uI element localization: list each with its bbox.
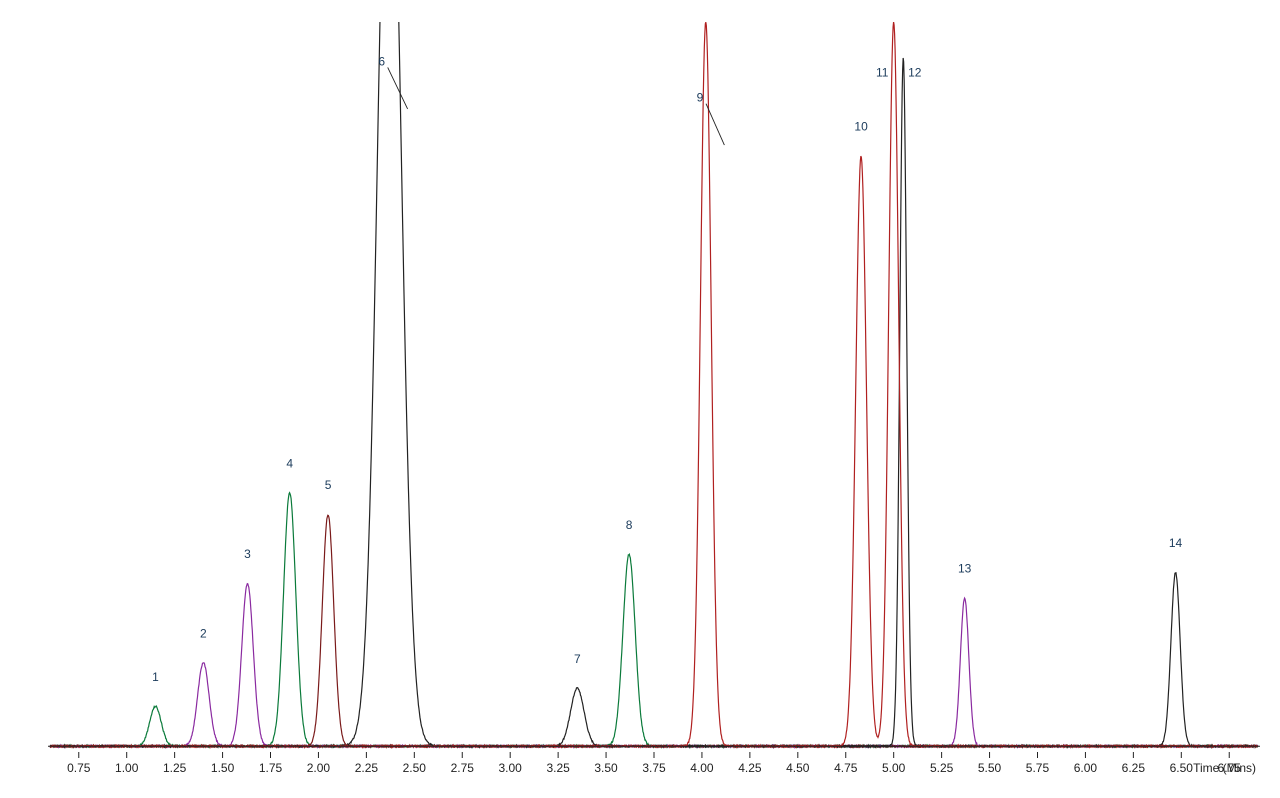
x-tick-label: 1.00 [115, 761, 139, 775]
x-tick-label: 5.25 [930, 761, 954, 775]
x-tick-label: 2.50 [403, 761, 427, 775]
peak-label-1: 1 [152, 670, 159, 684]
peak-label-12: 12 [908, 65, 922, 79]
x-tick-label: 6.50 [1170, 761, 1194, 775]
x-tick-label: 2.00 [307, 761, 331, 775]
x-tick-label: 2.75 [451, 761, 475, 775]
x-tick-label: 0.75 [67, 761, 91, 775]
chromatogram-chart: 0.75 1.00 1.25 1.50 1.75 2.00 2.25 2.50 2.75 3.00… [0, 0, 1280, 798]
x-tick-label: 4.00 [690, 761, 714, 775]
x-tick-label: 3.25 [546, 761, 570, 775]
x-tick-label: 4.50 [786, 761, 810, 775]
chart-svg: 0.75 1.00 1.25 1.50 1.75 2.00 2.25 2.50 2.75 3.00… [0, 0, 1280, 798]
peak-label-3: 3 [244, 547, 251, 561]
x-tick-label: 3.50 [594, 761, 618, 775]
peak-label-7: 7 [574, 652, 581, 666]
x-tick-label: 6.25 [1122, 761, 1146, 775]
peak-label-10: 10 [854, 120, 868, 134]
x-tick-label: 6.00 [1074, 761, 1098, 775]
peak-label-2: 2 [200, 627, 207, 641]
peak-label-14: 14 [1169, 536, 1183, 550]
peak-label-11: 11 [876, 65, 889, 79]
x-tick-label: 2.25 [355, 761, 379, 775]
x-tick-label: 5.50 [978, 761, 1002, 775]
x-tick-label: 4.25 [738, 761, 762, 775]
peak-label-6: 6 [378, 54, 385, 68]
peak-label-8: 8 [626, 518, 633, 532]
peak-label-13: 13 [958, 561, 972, 575]
x-tick-label: 5.00 [882, 761, 906, 775]
x-axis-title: Time (Mins) [1193, 761, 1256, 775]
peak-label-5: 5 [325, 478, 332, 492]
peak-label-9: 9 [697, 91, 704, 105]
x-tick-label: 5.75 [1026, 761, 1050, 775]
peak-label-4: 4 [286, 456, 293, 470]
x-tick-label: 3.00 [499, 761, 523, 775]
x-tick-label: 1.25 [163, 761, 187, 775]
x-tick-label: 1.75 [259, 761, 283, 775]
x-tick-label: 3.75 [642, 761, 666, 775]
x-tick-label: 4.75 [834, 761, 858, 775]
x-tick-label: 1.50 [211, 761, 235, 775]
